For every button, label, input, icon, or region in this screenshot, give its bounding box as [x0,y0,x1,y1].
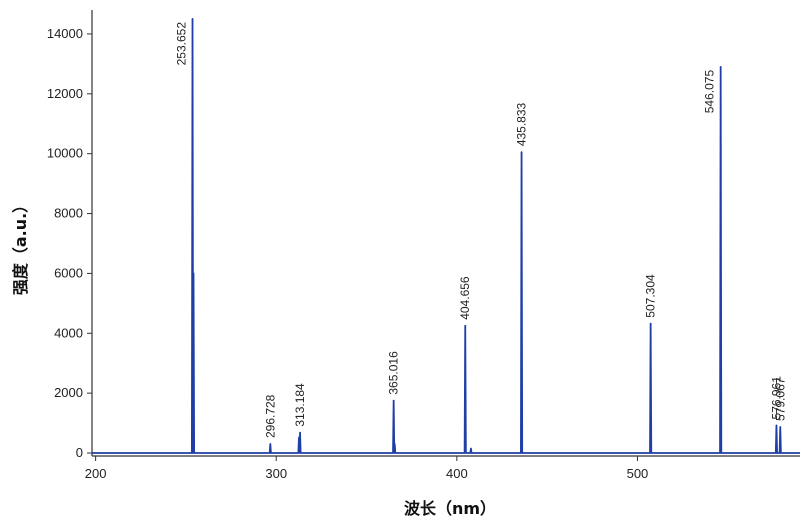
y-tick-label: 6000 [54,265,83,280]
y-tick-label: 4000 [54,325,83,340]
y-tick-label: 10000 [47,146,83,161]
x-tick-label: 300 [265,466,287,481]
peak-point [520,151,523,153]
x-tick-label: 200 [85,466,107,481]
peak-label: 507.304 [644,274,658,318]
peak-label: 546.075 [703,70,717,114]
peak-label: 579.067 [773,377,787,421]
peak-point [779,426,782,428]
y-tick-label: 14000 [47,26,83,41]
peak-point [269,443,272,445]
y-tick-label: 2000 [54,385,83,400]
peak-point [392,399,395,402]
y-axis-title: 强度（a.u.） [11,197,30,295]
peak-label: 435.833 [515,102,529,146]
peak-label: 404.656 [458,276,472,320]
axes [91,10,800,457]
peak-point [464,324,467,327]
peak-label: 253.652 [175,22,189,66]
y-tick-label: 8000 [54,206,83,221]
peak-point [299,431,301,434]
peak-point [649,322,652,325]
y-tick-label: 12000 [47,86,83,101]
peak-point [775,424,778,427]
x-tick-label: 500 [627,466,649,481]
series [92,18,800,454]
peak-point [719,66,722,68]
ticks: 0 2000 4000 6000 8000 10000 12000 14000 200 300 40… [47,26,648,481]
peak-labels: 253.652 296.728 313.184 365.016 404.656 435.8… [175,22,788,438]
peak-label: 296.728 [263,394,277,438]
spectrum-line [92,18,800,454]
peak-point [191,18,194,20]
peak-label: 576.961 [769,376,783,420]
x-axis-title: 波长（nm） [404,499,496,518]
y-tick-label: 0 [76,445,83,460]
peak-label: 365.016 [387,351,401,395]
x-tick-label: 400 [446,466,468,481]
peak-label: 313.184 [293,383,307,427]
